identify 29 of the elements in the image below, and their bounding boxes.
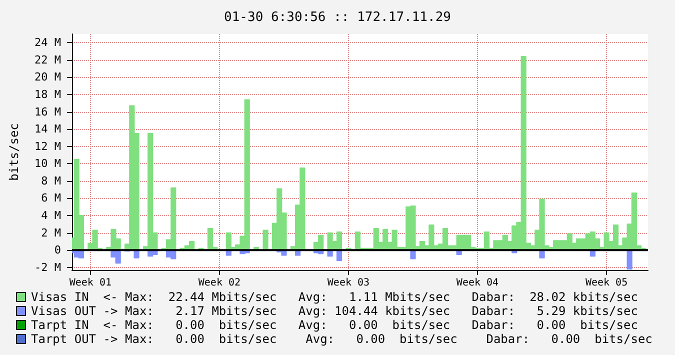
y-tick-label: 8 M bbox=[41, 174, 62, 188]
x-tick-label: Week 05 bbox=[585, 278, 628, 288]
y-tick-label: 20 M bbox=[34, 70, 62, 84]
text: Max: 0.00 bits/sec Avg: 0.00 bits/sec Dabar: 0.00 bits/sec bbox=[125, 318, 638, 332]
y-tick-label: 18 M bbox=[34, 88, 62, 102]
y-tick-label: 12 M bbox=[34, 140, 62, 153]
text: Max: 22.44 Mbits/sec Avg: 1.11 Mbits/sec Dabar: 28.02 kbits/sec bbox=[125, 290, 638, 304]
y-tick-label: -2 M bbox=[34, 260, 62, 274]
legend-label: Visas IN <- bbox=[31, 290, 118, 304]
y-tick-label: 10 M bbox=[34, 157, 62, 170]
x-tick-label: Week 01 bbox=[69, 278, 112, 288]
y-tick-label: 16 M bbox=[34, 105, 62, 118]
text: Max: 2.17 Mbits/sec Avg: 104.44 kbits/sec Dabar: 5.29 kbits/sec bbox=[125, 304, 638, 318]
legend-label: Visas OUT -> bbox=[31, 304, 118, 318]
text: Max: 0.00 bits/sec Avg: 0.00 bits/sec Dabar: 0.00 bits/sec bbox=[125, 332, 652, 346]
x-tick-label: Week 04 bbox=[456, 278, 499, 288]
y-axis-title: bits/sec bbox=[7, 123, 21, 181]
y-tick-label: 0 bbox=[54, 244, 61, 257]
y-tick-label: 4 M bbox=[41, 209, 62, 222]
y-tick-label: 2 M bbox=[41, 226, 62, 240]
chart-title: 01-30 6:30:56 :: 172.17.11.29 bbox=[224, 10, 451, 25]
x-tick-label: Week 02 bbox=[198, 278, 241, 288]
x-tick-label: Week 03 bbox=[327, 278, 370, 288]
y-tick-label: 14 M bbox=[34, 122, 62, 136]
y-tick-label: 22 M bbox=[34, 53, 62, 66]
y-tick-label: 24 M bbox=[34, 36, 62, 50]
legend-label: Tarpt IN <- bbox=[31, 318, 118, 332]
legend-label: Tarpt OUT -> bbox=[31, 332, 118, 346]
y-tick-label: 6 M bbox=[41, 192, 62, 205]
